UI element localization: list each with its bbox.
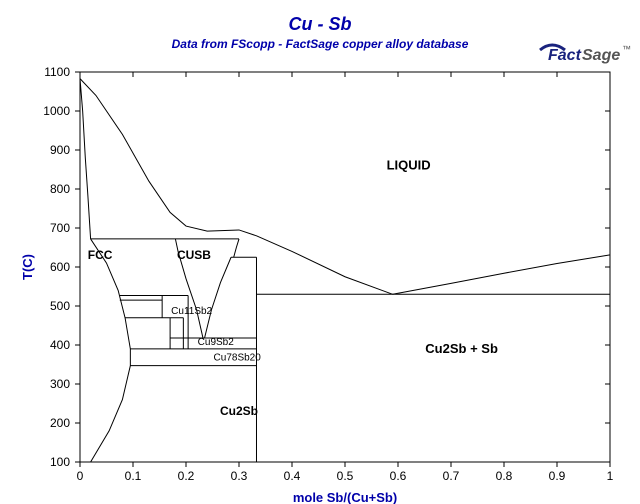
xtick-label: 0.6 [390, 469, 407, 483]
curve-cu2sb-left [205, 257, 232, 338]
phase-label: LIQUID [387, 158, 431, 173]
plot-border [80, 72, 610, 462]
ytick-label: 100 [50, 455, 70, 469]
factsage-logo: FactSage™ [540, 44, 631, 64]
yaxis-label: T(C) [20, 254, 35, 280]
ytick-label: 200 [50, 416, 70, 430]
ytick-label: 1000 [43, 104, 70, 118]
ytick-label: 900 [50, 143, 70, 157]
ytick-label: 800 [50, 182, 70, 196]
svg-text:Sage: Sage [582, 47, 620, 64]
xtick-label: 0.5 [337, 469, 354, 483]
phase-label: FCC [88, 248, 113, 262]
ytick-label: 600 [50, 260, 70, 274]
phase-label: Cu2Sb + Sb [425, 341, 498, 356]
xtick-label: 0.1 [125, 469, 142, 483]
curve-liquidus-right [393, 255, 610, 294]
curve-fcc-boundary [91, 239, 131, 462]
phase-label: Cu2Sb [220, 404, 258, 418]
ytick-label: 300 [50, 377, 70, 391]
curve-liquidus-left [80, 79, 393, 295]
ytick-label: 700 [50, 221, 70, 235]
xtick-label: 0 [77, 469, 84, 483]
ytick-label: 400 [50, 338, 70, 352]
xtick-label: 0.9 [549, 469, 566, 483]
compound-label: Cu11Sb2 [171, 306, 212, 317]
xtick-label: 0.2 [178, 469, 195, 483]
xtick-label: 0.3 [231, 469, 248, 483]
phase-diagram-chart: Cu - Sb Data from FScopp - FactSage coppe… [0, 0, 640, 504]
ytick-label: 1100 [44, 65, 70, 79]
curve-cusb-right [234, 239, 239, 257]
svg-text:™: ™ [622, 44, 631, 54]
chart-subtitle: Data from FScopp - FactSage copper alloy… [172, 37, 469, 51]
ytick-label: 500 [50, 299, 70, 313]
compound-label: Cu9Sb2 [198, 337, 235, 348]
compound-label: Cu78Sb20 [214, 353, 262, 364]
xtick-label: 0.4 [284, 469, 301, 483]
chart-title: Cu - Sb [289, 14, 352, 34]
xaxis-label: mole Sb/(Cu+Sb) [293, 490, 397, 504]
xtick-label: 0.7 [443, 469, 460, 483]
phase-label: CUSB [177, 248, 211, 262]
xtick-label: 1 [607, 469, 614, 483]
chart-svg: Cu - Sb Data from FScopp - FactSage coppe… [0, 0, 640, 504]
xtick-label: 0.8 [496, 469, 513, 483]
curve-solidus-fcc [80, 79, 91, 239]
